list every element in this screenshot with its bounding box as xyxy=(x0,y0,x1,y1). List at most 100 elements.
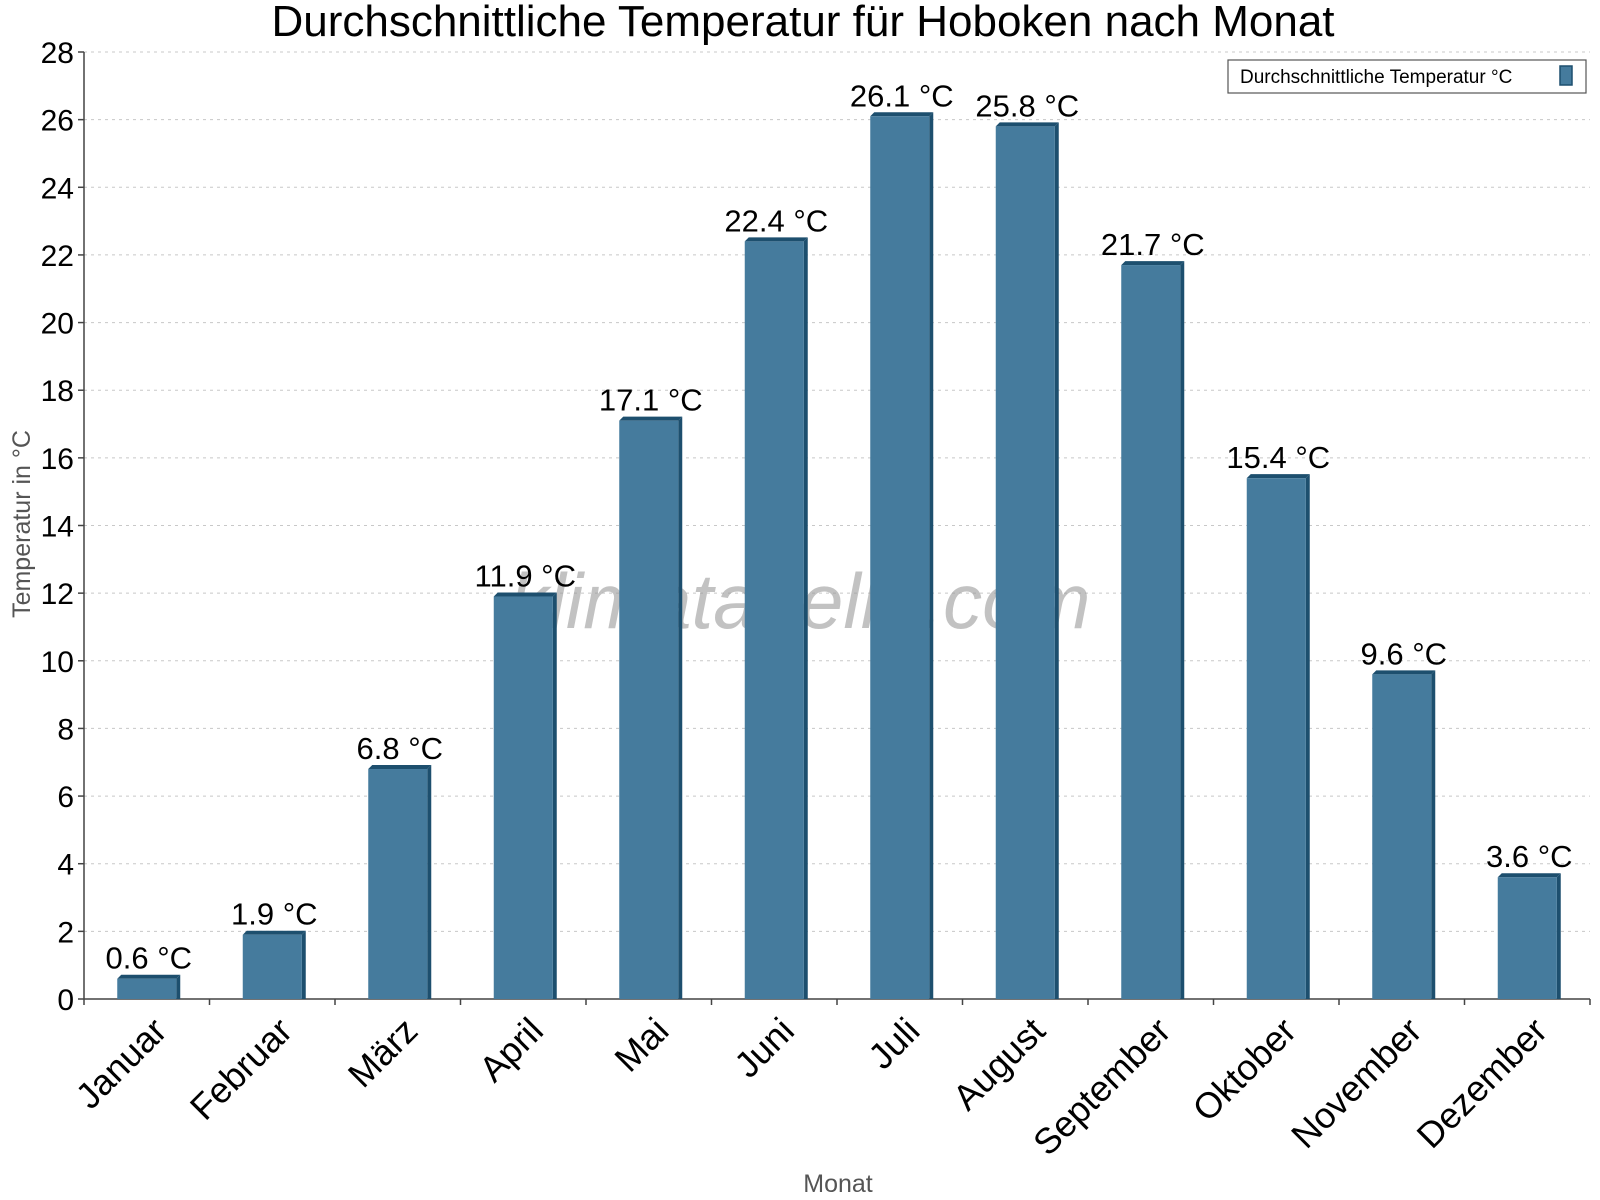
bar-face xyxy=(1246,478,1306,999)
y-tick-label: 18 xyxy=(41,375,74,408)
bar-face xyxy=(1372,674,1432,999)
bar-value-label: 25.8 °C xyxy=(975,88,1079,123)
bar-side xyxy=(301,930,306,999)
bar-side xyxy=(929,112,934,999)
bar xyxy=(1372,670,1436,999)
gridlines xyxy=(84,51,1590,932)
y-tick-label: 8 xyxy=(57,713,74,746)
bar xyxy=(619,416,683,999)
bar-top xyxy=(1497,873,1561,878)
y-tick-label: 12 xyxy=(41,578,74,611)
bar-value-label: 11.9 °C xyxy=(475,559,576,594)
x-tick-label: März xyxy=(340,1010,426,1096)
x-tick-label: Dezember xyxy=(1408,1010,1554,1156)
bar-top xyxy=(619,416,683,421)
y-tick-label: 2 xyxy=(57,916,74,949)
x-tick-label: Mai xyxy=(606,1010,676,1080)
x-tick-label: August xyxy=(945,1010,1053,1118)
bar-side xyxy=(678,416,683,999)
y-tick-label: 6 xyxy=(57,781,74,814)
bar xyxy=(1497,873,1561,999)
bar-top xyxy=(1372,670,1436,675)
y-tick-label: 22 xyxy=(41,240,74,273)
y-tick-label: 14 xyxy=(41,511,74,544)
x-tick-label: Januar xyxy=(68,1010,175,1117)
x-axis: Januar Februar März April Mai Juni Juli AugustS… xyxy=(68,998,1591,1164)
y-tick-label: 26 xyxy=(41,105,74,138)
bar xyxy=(242,930,306,999)
chart-title: Durchschnittliche Temperatur für Hoboken… xyxy=(271,0,1334,46)
bar xyxy=(995,122,1059,999)
x-tick-label: Juli xyxy=(860,1010,927,1077)
y-tick-label: 20 xyxy=(41,308,74,341)
bar xyxy=(493,592,557,999)
x-axis-label: Monat xyxy=(803,1170,873,1198)
y-tick-label: 4 xyxy=(57,849,74,882)
bar-value-label: 0.6 °C xyxy=(106,941,193,976)
bar-face xyxy=(117,978,177,999)
x-tick-label: September xyxy=(1025,1010,1179,1164)
y-axis-label: Temperatur in °C xyxy=(8,430,36,618)
bar-face xyxy=(1497,877,1557,999)
legend-label: Durchschnittliche Temperatur °C xyxy=(1240,67,1512,88)
bar-top xyxy=(1246,474,1310,479)
legend-box xyxy=(1227,59,1587,94)
bar-top xyxy=(117,974,181,979)
bar-face xyxy=(242,934,302,999)
bar xyxy=(117,974,181,999)
bar xyxy=(1121,261,1185,999)
x-tick-label: November xyxy=(1283,1010,1429,1156)
data-labels: 0.6 °C 1.9 °C 6.8 °C 11.9 °C 17.1 °C 22.4 °C 2… xyxy=(106,78,1573,975)
bar-face xyxy=(368,769,428,999)
bar-face xyxy=(744,241,804,999)
y-tick-label: 28 xyxy=(41,37,74,70)
y-tick-label: 16 xyxy=(41,443,74,476)
bar xyxy=(1246,474,1310,999)
bar-face xyxy=(995,126,1055,999)
bar-top xyxy=(870,112,934,117)
bar-value-label: 17.1 °C xyxy=(599,383,703,418)
bar-side xyxy=(1431,670,1436,999)
bar-value-label: 22.4 °C xyxy=(724,203,828,238)
bar-face xyxy=(1121,265,1181,999)
bar-face xyxy=(870,116,930,999)
legend: Durchschnittliche Temperatur °C xyxy=(1227,59,1587,94)
x-tick-label: Juni xyxy=(726,1010,802,1086)
bar-top xyxy=(368,765,432,770)
bar-value-label: 26.1 °C xyxy=(850,78,954,113)
bar-side xyxy=(427,765,432,999)
bar-side xyxy=(1180,261,1185,999)
legend-swatch xyxy=(1559,65,1573,86)
bar xyxy=(870,112,934,999)
x-tick-label: April xyxy=(471,1010,551,1090)
bar-face xyxy=(493,596,553,999)
x-tick-label: Oktober xyxy=(1184,1010,1304,1130)
bar-side xyxy=(1556,873,1561,999)
bars xyxy=(117,112,1561,999)
bar-side xyxy=(1054,122,1059,999)
bar-value-label: 21.7 °C xyxy=(1101,227,1205,262)
bar-side xyxy=(1305,474,1310,999)
bar-top xyxy=(995,122,1059,127)
bar-top xyxy=(242,930,306,935)
bar xyxy=(368,765,432,999)
bar-value-label: 6.8 °C xyxy=(357,731,444,766)
y-tick-label: 10 xyxy=(41,646,74,679)
bar-top xyxy=(493,592,557,597)
bar-value-label: 3.6 °C xyxy=(1486,839,1573,874)
bar xyxy=(744,237,808,999)
y-tick-label: 0 xyxy=(57,984,74,1017)
bar-face xyxy=(619,420,679,999)
bar-side xyxy=(803,237,808,999)
bar-top xyxy=(744,237,808,242)
bar-side xyxy=(176,974,181,999)
bar-value-label: 15.4 °C xyxy=(1226,440,1330,475)
bar-side xyxy=(552,592,557,999)
bar-top xyxy=(1121,261,1185,266)
bar-value-label: 9.6 °C xyxy=(1361,636,1448,671)
bar-value-label: 1.9 °C xyxy=(231,897,318,932)
x-tick-label: Februar xyxy=(182,1010,300,1128)
y-tick-label: 24 xyxy=(41,172,74,205)
